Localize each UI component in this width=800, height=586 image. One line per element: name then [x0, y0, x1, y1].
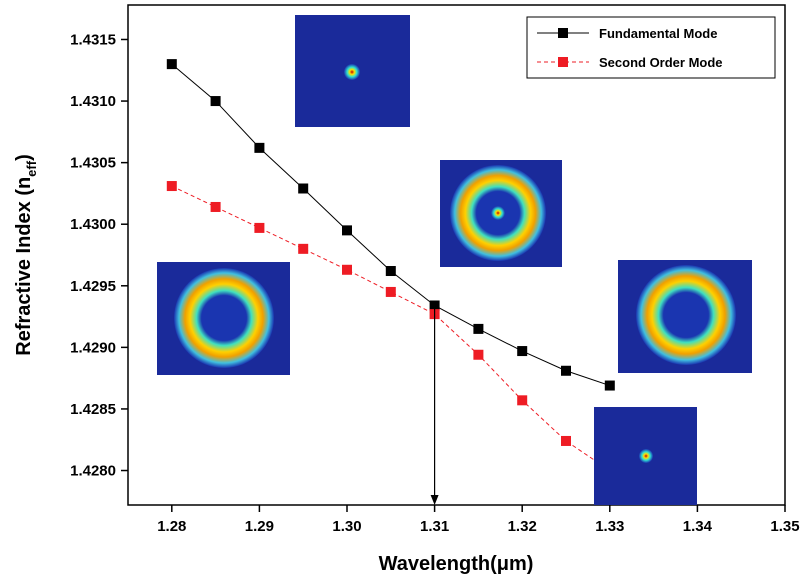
data-point	[298, 244, 308, 254]
legend-label: Second Order Mode	[599, 55, 723, 70]
data-point	[517, 346, 527, 356]
y-tick-label: 1.4310	[70, 93, 116, 110]
data-point	[386, 266, 396, 276]
y-tick-label: 1.4290	[70, 339, 116, 356]
y-axis-title-subscript: eff	[24, 160, 39, 177]
y-tick-label: 1.4285	[70, 401, 116, 418]
data-point	[211, 96, 221, 106]
x-tick-label: 1.35	[770, 518, 799, 535]
y-axis-title: Refractive Index (neff)	[13, 154, 39, 356]
annotation-arrowhead	[431, 495, 439, 505]
y-tick-label: 1.4280	[70, 463, 116, 480]
data-point	[167, 181, 177, 191]
y-tick-label: 1.4300	[70, 216, 116, 233]
legend-marker	[558, 57, 568, 67]
y-tick-label: 1.4295	[70, 278, 116, 295]
x-tick-label: 1.28	[157, 518, 186, 535]
y-axis-title-text: Refractive Index (n	[13, 177, 35, 356]
mode-spot	[491, 206, 505, 220]
data-point	[298, 183, 308, 193]
x-tick-label: 1.30	[332, 518, 361, 535]
data-point	[342, 265, 352, 275]
mode-insets	[157, 15, 752, 505]
data-point	[473, 350, 483, 360]
mode-ring	[174, 268, 274, 368]
legend: Fundamental Mode Second Order Mode	[527, 17, 775, 78]
data-point	[605, 381, 615, 391]
legend-marker	[558, 28, 568, 38]
data-point	[211, 202, 221, 212]
y-tick-label: 1.4305	[70, 155, 116, 172]
x-axis-title: Wavelength(μm)	[379, 553, 534, 575]
data-point	[561, 366, 571, 376]
data-point	[386, 287, 396, 297]
data-point	[254, 223, 264, 233]
y-axis-title-close: )	[13, 154, 35, 161]
x-tick-label: 1.34	[683, 518, 713, 535]
mode-spot	[344, 64, 360, 80]
data-point	[517, 395, 527, 405]
mode-ring	[636, 265, 736, 365]
data-point	[167, 59, 177, 69]
x-tick-label: 1.31	[420, 518, 449, 535]
data-point	[473, 324, 483, 334]
x-tick-label: 1.32	[508, 518, 537, 535]
y-tick-label: 1.4315	[70, 31, 116, 48]
data-point	[342, 225, 352, 235]
data-point	[561, 436, 571, 446]
data-point	[254, 143, 264, 153]
chart: 1.28 1.29 1.30 1.31 1.32 1.33 1.34 1.35 1.4280 1.…	[0, 0, 800, 581]
legend-label: Fundamental Mode	[599, 26, 717, 41]
x-tick-label: 1.33	[595, 518, 624, 535]
x-tick-label: 1.29	[245, 518, 274, 535]
mode-spot	[639, 449, 653, 463]
